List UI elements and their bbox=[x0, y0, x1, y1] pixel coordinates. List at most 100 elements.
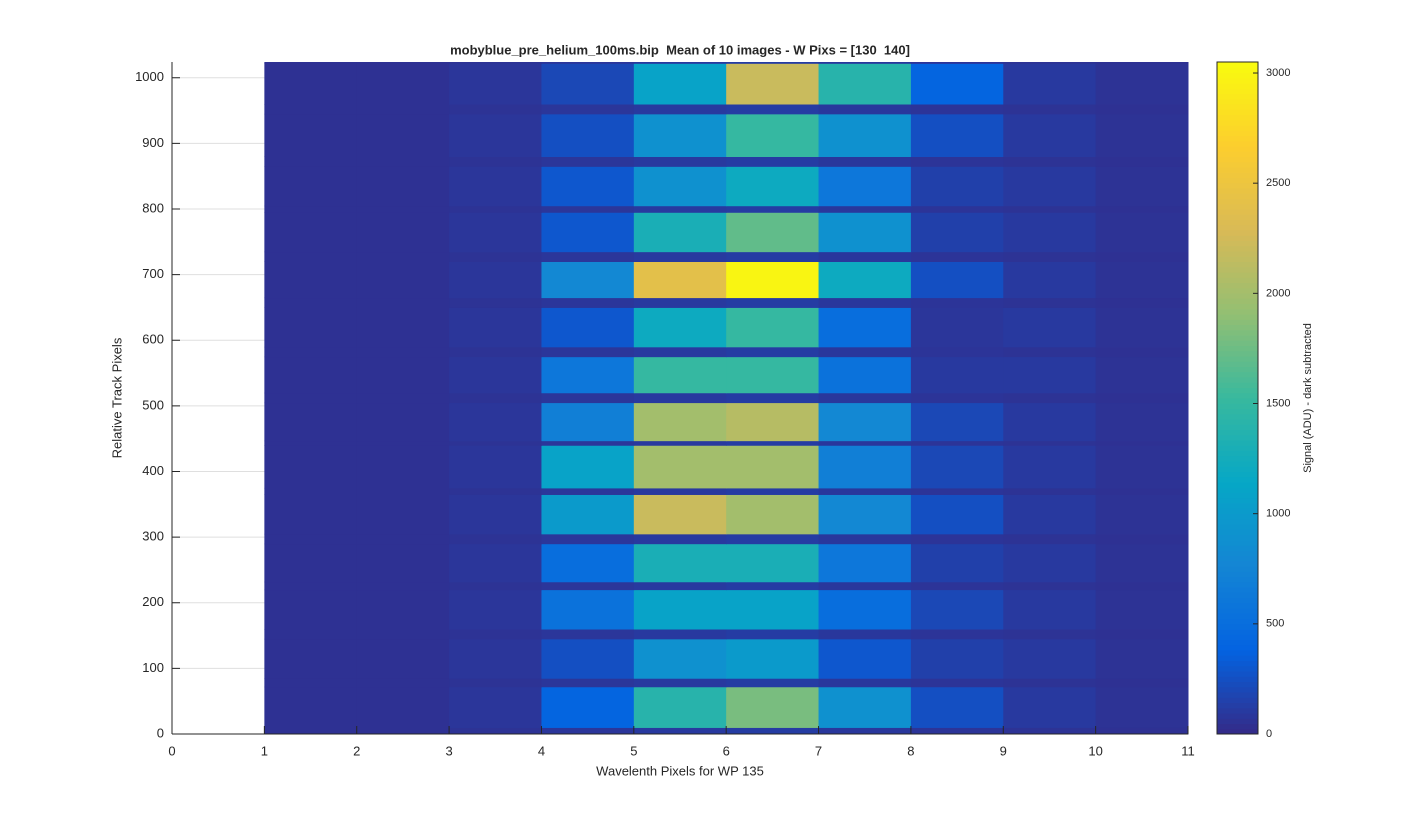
heatmap-cell bbox=[1003, 297, 1097, 308]
heatmap-cell bbox=[818, 533, 912, 545]
colorbar-swatch bbox=[1217, 671, 1258, 677]
heatmap-cell bbox=[356, 543, 450, 583]
heatmap-cell bbox=[818, 638, 912, 679]
heatmap-cell bbox=[818, 440, 912, 446]
heatmap-cell bbox=[449, 297, 542, 308]
heatmap-cell bbox=[1095, 581, 1189, 591]
heatmap-cell bbox=[1003, 629, 1097, 640]
colorbar-swatch bbox=[1217, 387, 1258, 394]
heatmap-cell bbox=[541, 297, 635, 308]
heatmap-cell bbox=[356, 166, 450, 207]
heatmap-cell bbox=[910, 251, 1004, 262]
heatmap-cell bbox=[1003, 494, 1097, 535]
heatmap-cell bbox=[541, 402, 635, 442]
colorbar-swatch bbox=[1217, 266, 1258, 273]
colorbar-swatch bbox=[1217, 125, 1258, 131]
heatmap-cell bbox=[1095, 63, 1189, 105]
colorbar-tick-label: 500 bbox=[1266, 618, 1284, 630]
heatmap-cell bbox=[910, 166, 1004, 207]
x-tick-label: 7 bbox=[815, 743, 822, 758]
heatmap-cell bbox=[449, 261, 542, 299]
heatmap-cell bbox=[541, 346, 635, 358]
colorbar-swatch bbox=[1217, 282, 1258, 289]
heatmap-cell bbox=[633, 727, 727, 735]
heatmap-cell bbox=[264, 494, 358, 535]
heatmap-cell bbox=[633, 494, 727, 535]
colorbar-swatch bbox=[1217, 272, 1258, 278]
colorbar-swatch bbox=[1217, 230, 1258, 236]
heatmap-cell bbox=[910, 678, 1004, 688]
colorbar-swatch bbox=[1217, 392, 1258, 399]
heatmap-cell bbox=[541, 629, 635, 640]
colorbar-swatch bbox=[1217, 440, 1258, 446]
heatmap-cell bbox=[726, 678, 820, 688]
heatmap-cell bbox=[356, 581, 450, 591]
colorbar-swatch bbox=[1217, 503, 1258, 509]
x-tick-label: 2 bbox=[353, 743, 360, 758]
colorbar-swatch bbox=[1217, 482, 1258, 488]
colorbar-swatch bbox=[1217, 151, 1258, 157]
heatmap-cell bbox=[356, 727, 450, 735]
heatmap-cell bbox=[726, 440, 820, 446]
heatmap-cell bbox=[818, 62, 912, 64]
heatmap-cell bbox=[910, 297, 1004, 308]
heatmap-cell bbox=[541, 356, 635, 394]
x-tick-label: 11 bbox=[1181, 743, 1195, 758]
colorbar-swatch bbox=[1217, 224, 1258, 231]
heatmap-cell bbox=[356, 533, 450, 545]
colorbar-swatch bbox=[1217, 167, 1258, 173]
heatmap-cell bbox=[356, 629, 450, 640]
heatmap-cell bbox=[633, 104, 727, 115]
heatmap-cell bbox=[633, 487, 727, 495]
heatmap-cell bbox=[726, 392, 820, 404]
heatmap-cell bbox=[449, 589, 542, 630]
heatmap-cell bbox=[1003, 307, 1097, 348]
heatmap-cell bbox=[1003, 261, 1097, 299]
heatmap-cell bbox=[818, 629, 912, 640]
colorbar-swatch bbox=[1217, 319, 1258, 325]
colorbar-swatch bbox=[1217, 529, 1258, 535]
heatmap-cell bbox=[633, 533, 727, 545]
colorbar-swatch bbox=[1217, 366, 1258, 373]
heatmap-cell bbox=[449, 487, 542, 495]
heatmap-cell bbox=[633, 581, 727, 591]
heatmap-cell bbox=[726, 494, 820, 535]
heatmap-cell bbox=[449, 62, 542, 64]
colorbar-swatch bbox=[1217, 293, 1258, 299]
heatmap-cell bbox=[633, 297, 727, 308]
heatmap-cell bbox=[1095, 346, 1189, 358]
colorbar-swatch bbox=[1217, 413, 1258, 420]
heatmap-cell bbox=[910, 494, 1004, 535]
heatmap-cell bbox=[264, 205, 358, 213]
colorbar-swatch bbox=[1217, 581, 1258, 588]
heatmap-cell bbox=[264, 581, 358, 591]
heatmap-cell bbox=[541, 156, 635, 167]
colorbar-swatch bbox=[1217, 298, 1258, 304]
x-tick-label: 6 bbox=[723, 743, 730, 758]
heatmap-cell bbox=[264, 62, 358, 64]
heatmap-cell bbox=[356, 307, 450, 348]
heatmap-cell bbox=[633, 445, 727, 489]
colorbar-swatch bbox=[1217, 665, 1258, 672]
colorbar-swatch bbox=[1217, 592, 1258, 598]
heatmap-cell bbox=[633, 402, 727, 442]
colorbar-swatch bbox=[1217, 613, 1258, 619]
heatmap-cell bbox=[910, 113, 1004, 157]
colorbar-swatch bbox=[1217, 692, 1258, 698]
y-tick-label: 800 bbox=[142, 200, 164, 215]
heatmap-cell bbox=[818, 581, 912, 591]
heatmap-cell bbox=[1095, 533, 1189, 545]
heatmap-cell bbox=[541, 205, 635, 213]
heatmap-cell bbox=[726, 638, 820, 679]
heatmap-cell bbox=[1095, 543, 1189, 583]
heatmap-cell bbox=[1095, 166, 1189, 207]
colorbar-tick-label: 2000 bbox=[1266, 287, 1290, 299]
heatmap-cell bbox=[910, 440, 1004, 446]
heatmap-cell bbox=[541, 543, 635, 583]
heatmap-cell bbox=[356, 445, 450, 489]
colorbar-swatch bbox=[1217, 219, 1258, 226]
colorbar-swatch bbox=[1217, 340, 1258, 346]
heatmap-cell bbox=[264, 487, 358, 495]
heatmap-cell bbox=[726, 533, 820, 545]
